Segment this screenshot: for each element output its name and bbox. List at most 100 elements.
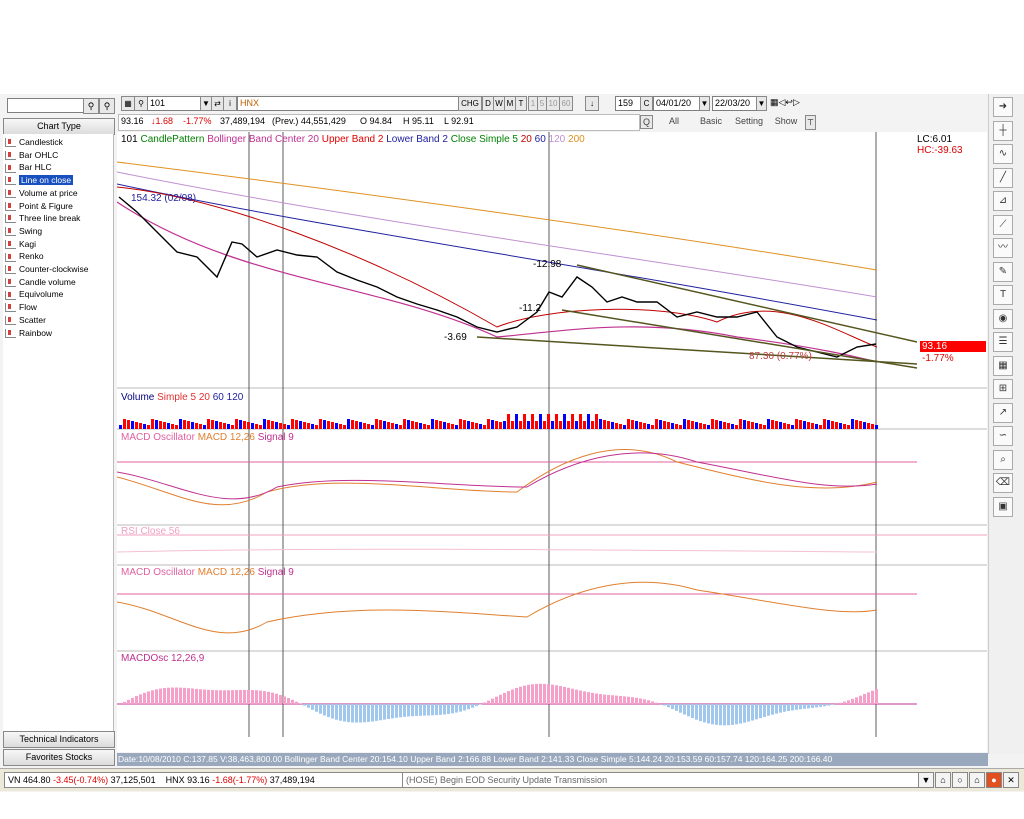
bar-count-input[interactable]: 159: [615, 96, 641, 111]
legend-item[interactable]: Lower Band 2: [386, 134, 451, 145]
window-icon[interactable]: ⌂: [935, 772, 951, 788]
volume-bar: [631, 420, 634, 429]
legend-item[interactable]: 120: [226, 392, 244, 403]
legend-item[interactable]: Close Simple 5: [450, 134, 521, 145]
unlock-icon[interactable]: ⌂: [969, 772, 985, 788]
search-icon[interactable]: ⚲: [134, 96, 148, 111]
legend-item[interactable]: MACD Oscillator: [121, 567, 198, 578]
legend-item[interactable]: RSI Close 56: [121, 526, 180, 537]
legend-item[interactable]: 60: [534, 134, 549, 145]
minute-60-button[interactable]: 60: [559, 96, 573, 111]
arrow-icon[interactable]: ↗: [993, 402, 1013, 423]
channel-icon[interactable]: ⟋: [993, 214, 1013, 235]
chg-button[interactable]: CHG: [458, 96, 482, 111]
chevron-down-icon[interactable]: ▼: [699, 96, 710, 111]
chart-type-header[interactable]: Chart Type: [3, 118, 115, 135]
legend-item[interactable]: 200: [568, 134, 585, 145]
chart-type-item[interactable]: Swing: [5, 225, 42, 237]
chart-type-item[interactable]: Bar OHLC: [5, 149, 58, 161]
volume-bar: [235, 419, 238, 429]
cursor-icon[interactable]: ➜: [993, 97, 1013, 117]
info-icon[interactable]: i: [223, 96, 237, 111]
measure-icon[interactable]: ⊞: [993, 379, 1013, 399]
date-from-input[interactable]: 04/01/20: [653, 96, 702, 111]
volume-bar: [643, 423, 646, 429]
wave-icon[interactable]: 〰: [993, 238, 1013, 258]
curve-icon[interactable]: ∽: [993, 426, 1013, 446]
color-icon[interactable]: ◉: [993, 308, 1013, 329]
chart-type-item[interactable]: Renko: [5, 250, 44, 262]
legend-item[interactable]: 101: [121, 134, 141, 145]
chart-type-item[interactable]: Line on close: [5, 174, 74, 186]
pen-icon[interactable]: ✎: [993, 261, 1013, 282]
chart-icon[interactable]: ▦: [121, 96, 135, 111]
technical-indicators-button[interactable]: Technical Indicators: [3, 731, 115, 748]
erase-icon[interactable]: ⌫: [993, 473, 1013, 493]
chart-type-item[interactable]: Volume at price: [5, 187, 78, 199]
chevron-down-icon[interactable]: ▼: [756, 96, 767, 111]
fibonacci-icon[interactable]: ⊿: [993, 191, 1013, 211]
chart-type-item[interactable]: Point & Figure: [5, 200, 73, 212]
symbol-input[interactable]: HNX: [237, 96, 459, 111]
period-month-button[interactable]: M: [504, 96, 516, 111]
close-icon[interactable]: ✕: [1003, 772, 1019, 788]
chart-type-item[interactable]: Kagi: [5, 238, 36, 250]
zoom-icon[interactable]: ⌕: [993, 449, 1013, 470]
list-icon[interactable]: ☰: [993, 332, 1013, 352]
code-input[interactable]: 101: [147, 96, 206, 111]
line-icon[interactable]: ╱: [993, 167, 1013, 188]
legend-item[interactable]: Simple 5: [157, 392, 199, 403]
navigation-icons[interactable]: ▦◁↩▷: [770, 97, 800, 107]
chart-type-item[interactable]: Three line break: [5, 212, 80, 224]
legend-item[interactable]: CandlePattern: [140, 134, 208, 145]
tab-setting[interactable]: Setting: [734, 116, 764, 126]
alert-icon[interactable]: ●: [986, 772, 1002, 788]
lock-icon[interactable]: ○: [952, 772, 968, 788]
chart-type-item[interactable]: Counter-clockwise: [5, 263, 88, 275]
chart-area[interactable]: 101 CandlePattern Bollinger Band Center …: [117, 132, 987, 752]
legend-item[interactable]: Upper Band 2: [321, 134, 387, 145]
chart-type-item[interactable]: Equivolume: [5, 288, 63, 300]
favorites-stocks-button[interactable]: Favorites Stocks: [3, 749, 115, 766]
chart-type-item[interactable]: Bar HLC: [5, 161, 52, 173]
c-button[interactable]: C: [640, 96, 653, 111]
minute-10-button[interactable]: 10: [546, 96, 560, 111]
chevron-down-icon[interactable]: ▼: [918, 772, 934, 788]
tab-basic[interactable]: Basic: [699, 116, 722, 126]
legend-item[interactable]: Signal 9: [257, 567, 294, 578]
period-tick-button[interactable]: T: [515, 96, 527, 111]
q-button[interactable]: Q: [640, 115, 653, 129]
tab-all[interactable]: All: [668, 116, 679, 126]
search-icon[interactable]: ⚲: [83, 98, 99, 114]
trend-icon[interactable]: ∿: [993, 144, 1013, 164]
text-icon[interactable]: T: [993, 285, 1013, 305]
legend-item[interactable]: MACD 12,26: [197, 567, 258, 578]
legend-item[interactable]: MACD Oscillator: [121, 432, 198, 443]
chart-type-item[interactable]: Rainbow: [5, 327, 52, 339]
date-to-input[interactable]: 22/03/20: [712, 96, 759, 111]
chart-type-item[interactable]: Flow: [5, 301, 37, 313]
tab-show[interactable]: Show: [774, 116, 798, 126]
arrow-down-icon[interactable]: ↓: [585, 96, 599, 111]
grid-icon[interactable]: ▦: [993, 355, 1013, 376]
zoom-icon[interactable]: ⚲: [99, 98, 115, 114]
legend-item[interactable]: 20: [198, 392, 213, 403]
chart-type-item[interactable]: Candle volume: [5, 276, 76, 288]
legend-item[interactable]: MACD 12,26: [197, 432, 258, 443]
legend-item[interactable]: Bollinger Band Center 20: [207, 134, 322, 145]
legend-item[interactable]: MACDOsc 12,26,9: [121, 653, 205, 664]
chart-type-item[interactable]: Scatter: [5, 314, 46, 326]
legend-item[interactable]: 120: [548, 134, 569, 145]
pin-icon[interactable]: ⊤: [805, 115, 816, 130]
chart-type-item[interactable]: Candlestick: [5, 136, 63, 148]
period-week-button[interactable]: W: [493, 96, 505, 111]
legend-item[interactable]: 60: [212, 392, 227, 403]
layout-icon[interactable]: ▣: [993, 496, 1013, 517]
stock-search-input[interactable]: [7, 98, 84, 113]
chart-canvas[interactable]: [117, 132, 987, 752]
legend-item[interactable]: 20: [520, 134, 535, 145]
volume-bar: [683, 419, 686, 429]
legend-item[interactable]: Signal 9: [257, 432, 294, 443]
legend-item[interactable]: Volume: [121, 392, 158, 403]
crosshair-icon[interactable]: ┼: [993, 120, 1013, 141]
